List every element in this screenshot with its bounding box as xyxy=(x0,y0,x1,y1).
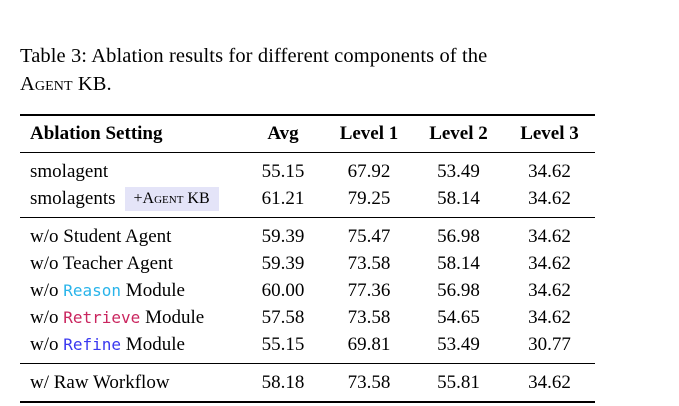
row-label: w/o Student Agent xyxy=(30,226,172,247)
row-label: w/o Reason Module xyxy=(20,277,241,304)
table-caption: Table 3: Ablation results for different … xyxy=(20,42,620,98)
badge-agent-smallcaps: Agent xyxy=(142,190,184,207)
header-level2: Level 2 xyxy=(429,123,488,144)
cell-avg: 61.21 xyxy=(261,188,305,209)
row-label-prefix: w/o xyxy=(30,280,64,301)
cell-level2: 56.98 xyxy=(437,280,480,301)
row-label: w/o Teacher Agent xyxy=(30,253,173,274)
cell-level1: 69.81 xyxy=(347,334,391,355)
caption-line1: Table 3: Ablation results for different … xyxy=(20,45,488,67)
header-ablation-setting: Ablation Setting xyxy=(30,123,163,144)
cell-level1: 67.92 xyxy=(347,161,391,182)
row-label: w/o Refine Module xyxy=(20,331,241,364)
cell-avg: 55.15 xyxy=(261,334,305,355)
row-label-suffix: Module xyxy=(121,334,185,355)
group-baselines: smolagent 55.15 67.92 53.49 34.62 smolag… xyxy=(20,153,595,218)
cell-avg: 59.39 xyxy=(261,253,305,274)
cell-level3: 34.62 xyxy=(528,372,571,393)
cell-level2: 58.14 xyxy=(437,253,480,274)
row-label-prefix: w/o xyxy=(30,307,64,328)
cell-avg: 55.15 xyxy=(261,161,305,182)
row-label-text: smolagents xyxy=(30,188,116,209)
badge-plus: + xyxy=(133,190,143,207)
table-row-wo-refine-module: w/o Refine Module 55.15 69.81 53.49 30.7… xyxy=(20,331,595,364)
group-raw-workflow: w/ Raw Workflow 58.18 73.58 55.81 34.62 xyxy=(20,363,595,403)
cell-level2: 55.81 xyxy=(437,372,480,393)
row-label-prefix: w/o xyxy=(30,334,64,355)
table-header: Ablation Setting Avg Level 1 Level 2 Lev… xyxy=(20,115,595,153)
table-row-smolagent: smolagent 55.15 67.92 53.49 34.62 xyxy=(20,153,595,186)
row-label: smolagents +Agent KB xyxy=(20,185,241,218)
row-label-suffix: Module xyxy=(140,307,205,328)
cell-level1: 79.25 xyxy=(347,188,391,209)
table-row-wo-student-agent: w/o Student Agent 59.39 75.47 56.98 34.6… xyxy=(20,218,595,251)
cell-level3: 34.62 xyxy=(528,253,571,274)
table-row-wo-reason-module: w/o Reason Module 60.00 77.36 56.98 34.6… xyxy=(20,277,595,304)
cell-level3: 30.77 xyxy=(528,334,571,355)
table-row-smolagents-agentkb: smolagents +Agent KB 61.21 79.25 58.14 34… xyxy=(20,185,595,218)
badge-kb: KB xyxy=(183,190,210,207)
cell-avg: 57.58 xyxy=(261,307,305,328)
header-avg: Avg xyxy=(267,123,299,144)
header-level1: Level 1 xyxy=(339,123,399,144)
caption-agent-smallcaps: Agent xyxy=(20,73,73,95)
cell-avg: 58.18 xyxy=(261,372,305,393)
group-ablations: w/o Student Agent 59.39 75.47 56.98 34.6… xyxy=(20,217,595,364)
caption-line2-rest: KB. xyxy=(72,73,112,95)
table-row-wo-teacher-agent: w/o Teacher Agent 59.39 73.58 58.14 34.6… xyxy=(20,250,595,277)
cell-level3: 34.62 xyxy=(528,280,571,301)
reason-keyword: Reason xyxy=(63,281,122,300)
cell-level3: 34.62 xyxy=(528,226,571,247)
row-label: smolagent xyxy=(30,161,109,182)
cell-level1: 73.58 xyxy=(347,307,391,328)
row-label-suffix: Module xyxy=(121,280,185,301)
header-row: Ablation Setting Avg Level 1 Level 2 Lev… xyxy=(20,115,595,153)
cell-avg: 59.39 xyxy=(261,226,305,247)
retrieve-keyword: Retrieve xyxy=(63,308,141,327)
cell-level1: 75.47 xyxy=(347,226,391,247)
cell-level3: 34.62 xyxy=(528,161,571,182)
ablation-results-table: Ablation Setting Avg Level 1 Level 2 Lev… xyxy=(20,114,595,403)
cell-level3: 34.62 xyxy=(528,307,571,328)
cell-level2: 56.98 xyxy=(437,226,480,247)
cell-level2: 54.65 xyxy=(437,307,480,328)
cell-level1: 73.58 xyxy=(347,372,391,393)
header-level3: Level 3 xyxy=(520,123,579,144)
row-label: w/ Raw Workflow xyxy=(30,372,170,393)
cell-level2: 53.49 xyxy=(437,161,480,182)
table-row-wo-retrieve-module: w/o Retrieve Module 57.58 73.58 54.65 34… xyxy=(20,304,595,331)
cell-level3: 34.62 xyxy=(528,188,571,209)
cell-level1: 77.36 xyxy=(347,280,391,301)
cell-level1: 73.58 xyxy=(347,253,391,274)
row-label: w/o Retrieve Module xyxy=(20,304,241,331)
agent-kb-badge: +Agent KB xyxy=(124,187,219,211)
cell-level2: 58.14 xyxy=(437,188,480,209)
table-row-raw-workflow: w/ Raw Workflow 58.18 73.58 55.81 34.62 xyxy=(20,364,595,403)
cell-avg: 60.00 xyxy=(261,280,305,301)
refine-keyword: Refine xyxy=(63,335,122,354)
cell-level2: 53.49 xyxy=(437,334,480,355)
